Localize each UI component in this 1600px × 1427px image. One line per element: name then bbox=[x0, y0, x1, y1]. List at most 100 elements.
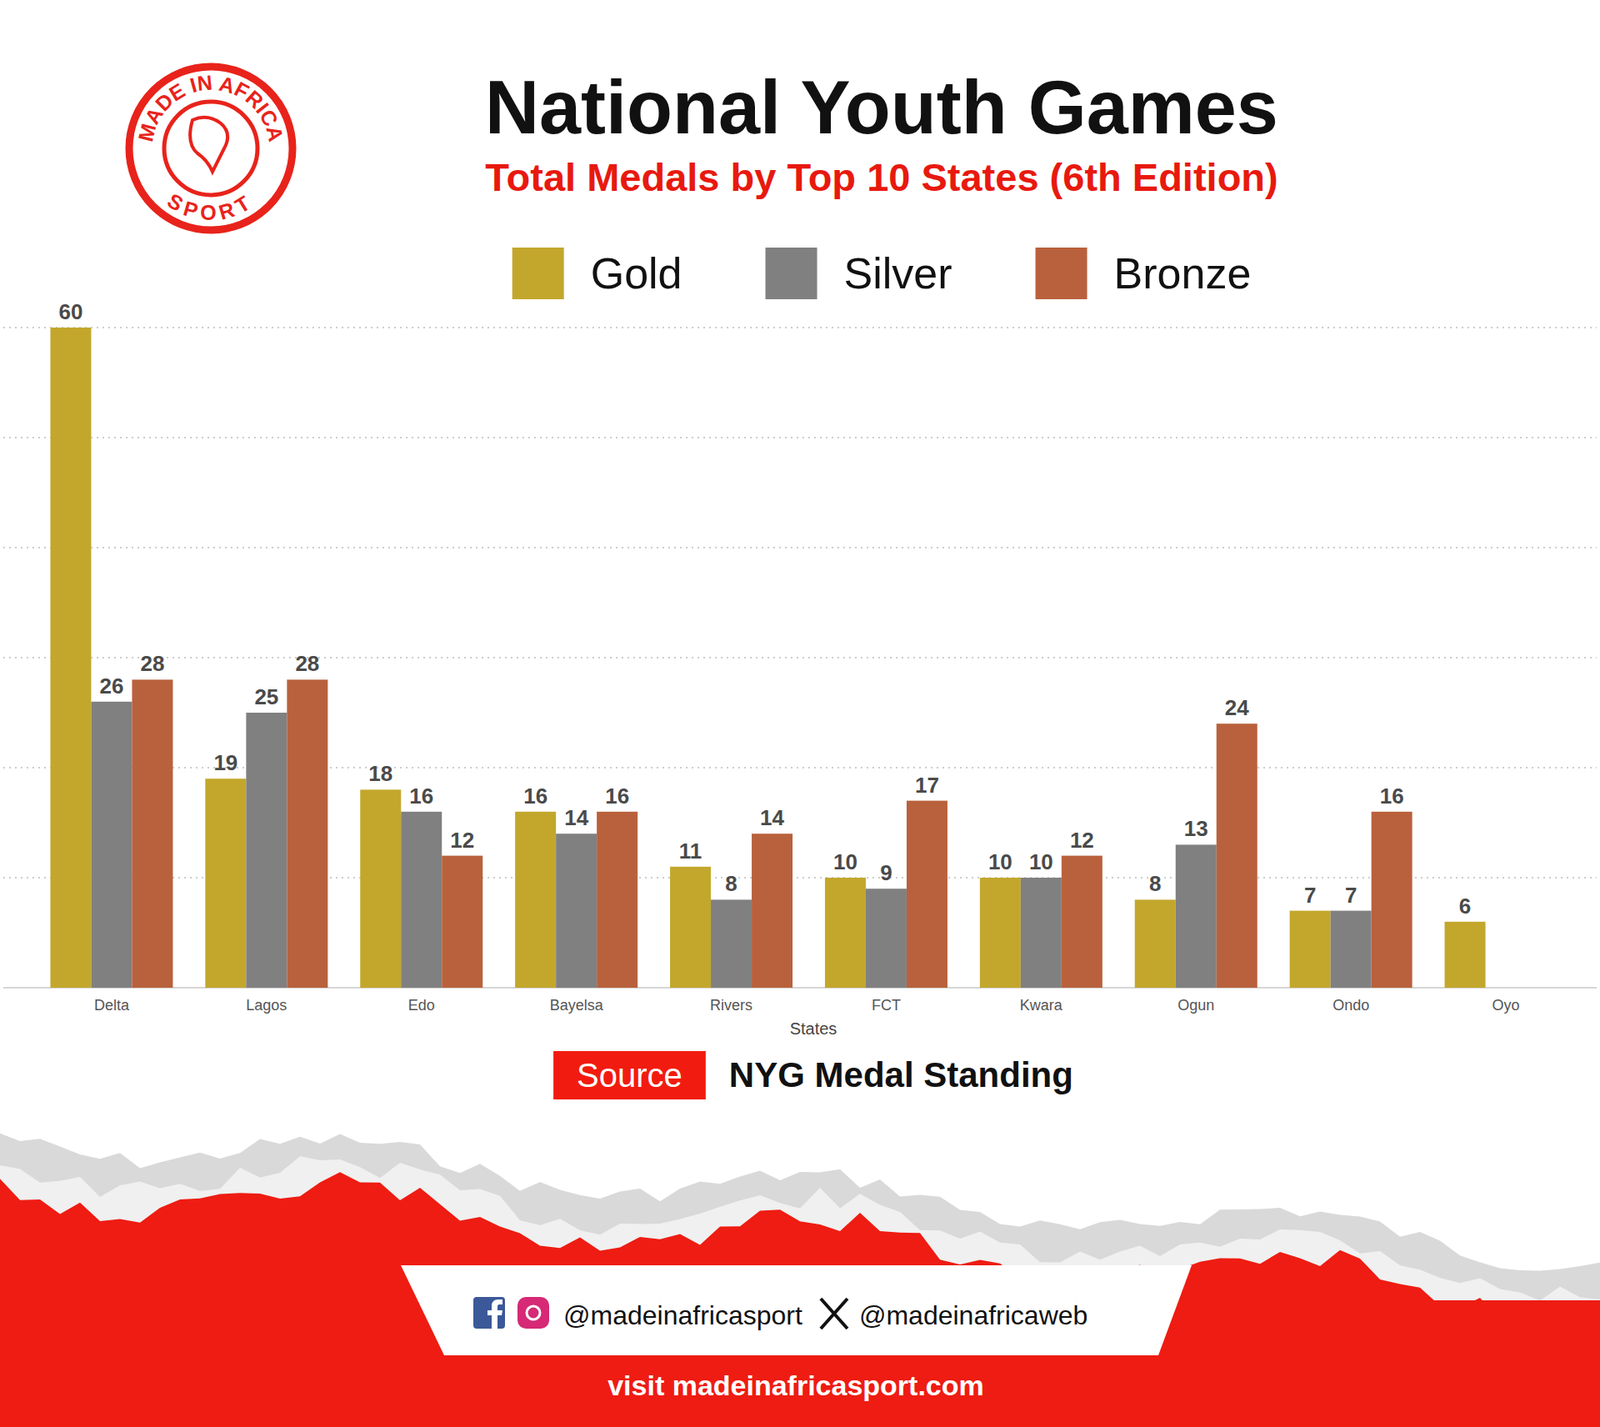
torn-paper bbox=[0, 1133, 1600, 1427]
bar bbox=[1371, 811, 1413, 988]
logo-text: MADE IN AFRICA bbox=[133, 70, 288, 145]
bar bbox=[596, 811, 638, 988]
data-label: 12 bbox=[1070, 827, 1095, 853]
data-label: 8 bbox=[725, 870, 737, 896]
x-tick-label: Lagos bbox=[245, 996, 287, 1014]
facebook-glyph bbox=[487, 1299, 503, 1329]
bar bbox=[555, 833, 597, 988]
x-tick-label: Kwara bbox=[1020, 996, 1064, 1014]
grid-line bbox=[3, 656, 1597, 659]
legend-swatch bbox=[512, 247, 565, 300]
x-icon bbox=[820, 1298, 848, 1329]
legend-swatch bbox=[1035, 247, 1088, 300]
bar bbox=[205, 778, 246, 988]
logo-text-path: SPORT bbox=[163, 188, 259, 225]
data-label: 9 bbox=[880, 860, 892, 885]
bar bbox=[1175, 844, 1217, 988]
title: National Youth Games bbox=[485, 65, 1279, 150]
data-label: 18 bbox=[368, 760, 393, 786]
data-label: 14 bbox=[564, 805, 589, 830]
logo-text-path: MADE IN AFRICA bbox=[133, 70, 288, 145]
x-axis-title: States bbox=[790, 1019, 838, 1038]
data-label: 10 bbox=[988, 849, 1013, 875]
grid-line bbox=[3, 436, 1597, 439]
data-label: 26 bbox=[99, 673, 124, 699]
bar bbox=[751, 833, 793, 988]
source-box bbox=[553, 1050, 706, 1100]
data-label: 24 bbox=[1225, 695, 1250, 720]
bar bbox=[1290, 910, 1331, 988]
legend-label: Silver bbox=[844, 249, 953, 298]
data-label: 7 bbox=[1304, 882, 1316, 908]
bar bbox=[286, 679, 328, 988]
handle-social: @madeinafricasport bbox=[563, 1300, 803, 1330]
data-label: 16 bbox=[605, 783, 630, 809]
logo-inner-ring bbox=[164, 101, 258, 195]
data-label: 16 bbox=[1380, 783, 1405, 809]
x-tick-label: Ogun bbox=[1177, 996, 1215, 1014]
logo-text: SPORT bbox=[163, 188, 259, 225]
bar bbox=[710, 899, 752, 988]
bar bbox=[360, 789, 401, 988]
legend: Gold Silver Bronze bbox=[512, 247, 1252, 300]
data-label: 17 bbox=[915, 772, 940, 798]
data-label: 28 bbox=[140, 650, 165, 676]
data-label: 6 bbox=[1459, 893, 1471, 919]
grid-line bbox=[3, 326, 1597, 329]
source: Source NYG Medal Standing bbox=[553, 1050, 1074, 1100]
data-label: 7 bbox=[1345, 882, 1357, 908]
bar bbox=[515, 811, 556, 988]
page: MADE IN AFRICASPORTNational Youth GamesT… bbox=[0, 0, 1600, 1427]
bar bbox=[865, 888, 907, 988]
bar bbox=[1020, 877, 1062, 988]
bar bbox=[1445, 921, 1486, 988]
data-label: 16 bbox=[409, 783, 434, 809]
data-label: 16 bbox=[523, 783, 548, 809]
handle-banner bbox=[400, 1265, 1192, 1355]
bar bbox=[441, 855, 483, 988]
data-label: 60 bbox=[58, 299, 83, 325]
x-tick-label: Ondo bbox=[1332, 996, 1370, 1014]
data-label: 14 bbox=[760, 805, 785, 830]
legend-label: Gold bbox=[590, 249, 683, 298]
grid-line bbox=[3, 766, 1597, 769]
instagram-icon bbox=[517, 1296, 550, 1329]
grid bbox=[3, 327, 1597, 988]
bar bbox=[131, 679, 173, 988]
bar bbox=[400, 811, 442, 988]
source-label: Source bbox=[576, 1056, 683, 1094]
footer: @madeinafricasport@madeinafricawebvisit … bbox=[0, 1133, 1600, 1427]
x-tick-label: Edo bbox=[408, 996, 435, 1014]
legend-label: Bronze bbox=[1114, 249, 1252, 298]
x-tick-label: Bayelsa bbox=[550, 996, 605, 1014]
bar bbox=[50, 327, 91, 988]
bars bbox=[50, 327, 1485, 988]
x-tick-label: Delta bbox=[94, 996, 130, 1014]
torn-paper bbox=[0, 1155, 1600, 1427]
footer-band bbox=[0, 1171, 1600, 1427]
data-label: 10 bbox=[1029, 849, 1054, 875]
bar bbox=[670, 866, 711, 988]
footer-band bbox=[0, 1300, 1600, 1427]
data-label: 12 bbox=[450, 827, 475, 853]
data-label: 8 bbox=[1149, 870, 1161, 896]
grid-line bbox=[3, 546, 1597, 549]
bar bbox=[245, 712, 287, 988]
bar bbox=[1330, 910, 1372, 988]
x-tick-label: Oyo bbox=[1492, 996, 1520, 1014]
bar bbox=[906, 800, 948, 988]
data-label: 19 bbox=[213, 750, 238, 775]
legend-item: Silver bbox=[765, 247, 953, 300]
bar bbox=[1061, 855, 1103, 988]
source-text: NYG Medal Standing bbox=[729, 1055, 1074, 1095]
handle-x: @madeinafricaweb bbox=[859, 1300, 1088, 1330]
logo-ring bbox=[129, 66, 293, 230]
legend-item: Bronze bbox=[1035, 247, 1252, 300]
facebook-icon bbox=[473, 1296, 505, 1329]
x-tick-label: FCT bbox=[871, 996, 901, 1014]
instagram-glyph bbox=[526, 1305, 540, 1320]
bar bbox=[980, 877, 1021, 988]
data-label: 13 bbox=[1184, 815, 1209, 841]
legend-swatch bbox=[765, 247, 818, 300]
data-label: 10 bbox=[833, 849, 858, 875]
